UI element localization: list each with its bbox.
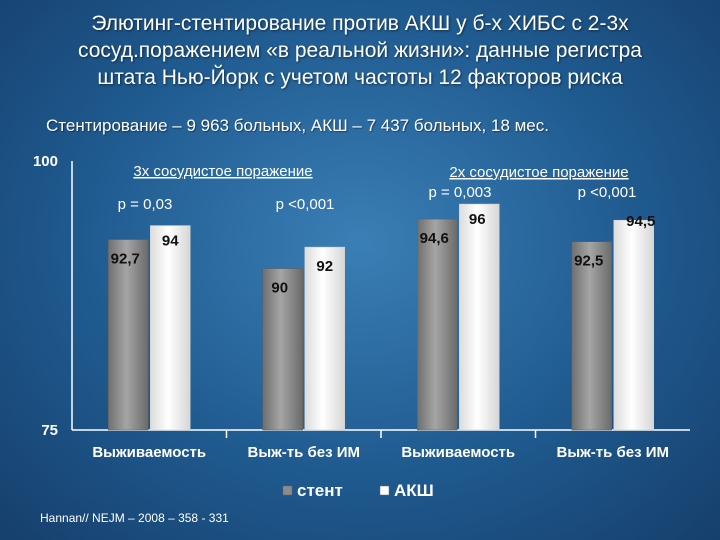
- x-category-label: Выживаемость: [92, 444, 206, 461]
- bar-stent: [108, 239, 149, 431]
- legend-swatch-cabg: [379, 485, 390, 496]
- bar-stent: [262, 268, 303, 431]
- data-label-cabg: 96: [469, 211, 486, 228]
- title-line-1: Элютинг-стентирование против АКШ у б-х Х…: [91, 12, 629, 35]
- title-line-2: сосуд.поражением «в реальной жизни»: дан…: [77, 39, 642, 62]
- bar-cabg: [304, 246, 345, 431]
- legend-label-stent: стент: [297, 481, 343, 500]
- x-category-label: Выж-ть без ИМ: [556, 444, 669, 461]
- chart-bars: [108, 203, 654, 431]
- p-value-label: p <0,001: [276, 196, 335, 213]
- p-value-label: p <0,001: [578, 184, 637, 201]
- data-label-cabg: 94,5: [626, 213, 655, 230]
- chart-legend: стент АКШ: [282, 481, 434, 500]
- p-value-label: p = 0,03: [118, 196, 173, 213]
- bar-cabg: [613, 219, 654, 431]
- data-label-cabg: 94: [162, 233, 179, 250]
- slide-subtitle: Стентирование – 9 963 больных, АКШ – 7 4…: [46, 116, 549, 135]
- y-tick-label: 100: [33, 153, 58, 170]
- data-label-cabg: 92: [316, 258, 333, 275]
- data-label-stent: 94,6: [420, 230, 449, 247]
- x-category-label: Выживаемость: [401, 444, 515, 461]
- bar-cabg: [459, 203, 500, 431]
- x-category-label: Выж-ть без ИМ: [247, 444, 360, 461]
- data-label-stent: 90: [271, 280, 288, 297]
- group-label: 2х сосудистое поражение: [449, 164, 628, 181]
- data-label-stent: 92,5: [574, 253, 603, 270]
- legend-label-cabg: АКШ: [394, 481, 434, 500]
- chart-labels: Выживаемость 92,7 94 Выж-ть без ИМ 90 92 Выжив…: [92, 163, 669, 461]
- title-line-3: штата Нью-Йорк с учетом частоты 12 факто…: [97, 66, 623, 89]
- bar-stent: [571, 241, 612, 431]
- group-label: 3х сосудистое поражение: [133, 163, 312, 180]
- bar-stent: [417, 218, 458, 431]
- legend-swatch-stent: [282, 485, 293, 496]
- y-tick-label: 75: [41, 422, 58, 439]
- data-label-stent: 92,7: [111, 251, 140, 268]
- citation-footnote: Hannan// NEJM – 2008 – 358 - 331: [40, 511, 229, 525]
- p-value-label: p = 0,003: [429, 184, 492, 201]
- bar-cabg: [150, 225, 191, 431]
- slide-title: Элютинг-стентирование против АКШ у б-х Х…: [0, 10, 720, 91]
